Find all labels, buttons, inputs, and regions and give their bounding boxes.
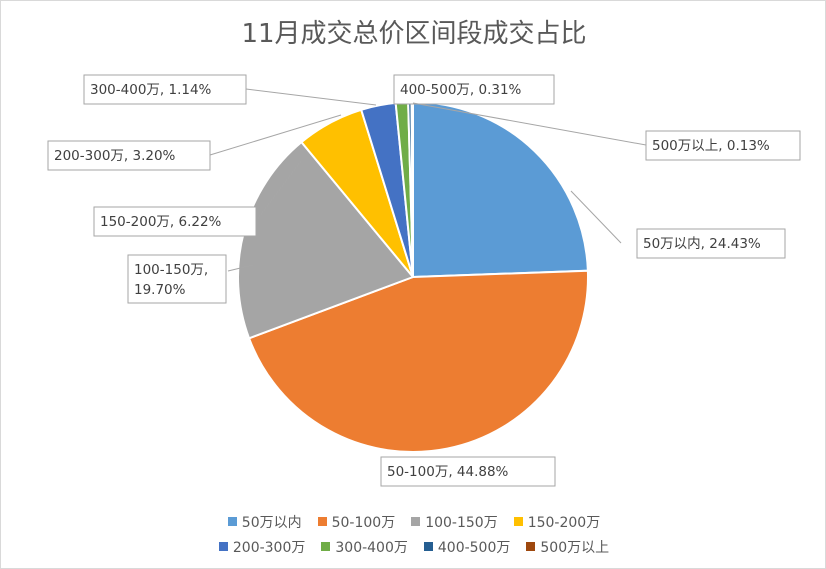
data-label-text: 300-400万, 1.14% — [90, 82, 212, 98]
legend-swatch — [411, 517, 421, 526]
legend-item: 50-100万 — [317, 512, 396, 532]
legend-item: 500万以上 — [526, 537, 609, 557]
data-label-text: 100-150万, — [134, 262, 208, 278]
data-label-text: 150-200万, 6.22% — [100, 214, 222, 230]
leader-line-3 — [227, 264, 254, 272]
legend-item: 100-150万 — [411, 512, 498, 532]
legend-label: 400-500万 — [437, 539, 511, 556]
legend-label: 50-100万 — [331, 514, 396, 531]
data-label-box — [645, 130, 801, 161]
legend-row: 200-300万 300-400万 400-500万 500万以上 — [1, 534, 826, 559]
data-label-6: 300-400万, 1.14% — [83, 74, 247, 105]
data-label-text: 400-500万, 0.31% — [400, 82, 522, 98]
leader-line-4 — [255, 160, 302, 222]
data-label-text: 500万以上, 0.13% — [652, 138, 770, 154]
data-label-box — [380, 456, 556, 487]
legend-label: 300-400万 — [335, 539, 408, 556]
legend-row: 50万以内 50-100万 100-150万 150-200万 — [1, 509, 826, 534]
pie-slice-2 — [247, 269, 589, 453]
data-label-3: 100-150万, 19.70% — [127, 254, 227, 304]
leader-line-1 — [570, 190, 622, 244]
leader-line-6 — [245, 88, 377, 106]
data-label-box — [93, 206, 257, 237]
data-label-box — [127, 254, 227, 304]
data-label-box — [83, 74, 247, 105]
legend-item: 400-500万 — [423, 537, 511, 557]
data-label-box — [393, 74, 555, 105]
pie-chart: 50万以内, 24.43% 50-100万, 44.88% 100-150万, 19.… — [47, 74, 801, 487]
legend-swatch — [218, 542, 228, 551]
data-label-5: 200-300万, 3.20% — [47, 140, 211, 171]
data-label-text: 50万以内, 24.43% — [643, 236, 761, 252]
legend-item: 300-400万 — [321, 537, 408, 557]
leader-line-5 — [209, 114, 342, 156]
data-label-7: 400-500万, 0.31% — [393, 74, 555, 105]
data-label-2: 50-100万, 44.88% — [380, 456, 556, 487]
data-label-text: 19.70% — [134, 282, 186, 298]
legend-label: 50万以内 — [241, 514, 302, 531]
legend-swatch — [317, 517, 327, 526]
legend-swatch — [513, 517, 523, 526]
chart-title: 11月成交总价区间段成交占比 — [241, 19, 587, 49]
pie-slice-1 — [412, 100, 589, 279]
legend-label: 500万以上 — [540, 539, 610, 556]
legend: 50万以内 50-100万 100-150万 150-200万 200-300万 300-… — [1, 509, 826, 559]
leader-line-8 — [412, 102, 647, 146]
legend-swatch — [423, 542, 433, 551]
legend-swatch — [321, 542, 331, 551]
data-label-box — [47, 140, 211, 171]
data-label-4: 150-200万, 6.22% — [93, 206, 257, 237]
data-label-text: 200-300万, 3.20% — [54, 148, 176, 164]
data-label-8: 500万以上, 0.13% — [645, 130, 801, 161]
legend-label: 150-200万 — [527, 514, 601, 531]
legend-item: 200-300万 — [218, 537, 306, 557]
legend-item: 50万以内 — [227, 512, 302, 532]
legend-label: 200-300万 — [232, 539, 306, 556]
data-label-1: 50万以内, 24.43% — [636, 228, 786, 259]
legend-swatch — [526, 542, 536, 551]
data-label-box — [636, 228, 786, 259]
legend-swatch — [227, 517, 237, 526]
data-label-text: 50-100万, 44.88% — [387, 464, 509, 480]
legend-item: 150-200万 — [513, 512, 601, 532]
legend-label: 100-150万 — [425, 514, 498, 531]
